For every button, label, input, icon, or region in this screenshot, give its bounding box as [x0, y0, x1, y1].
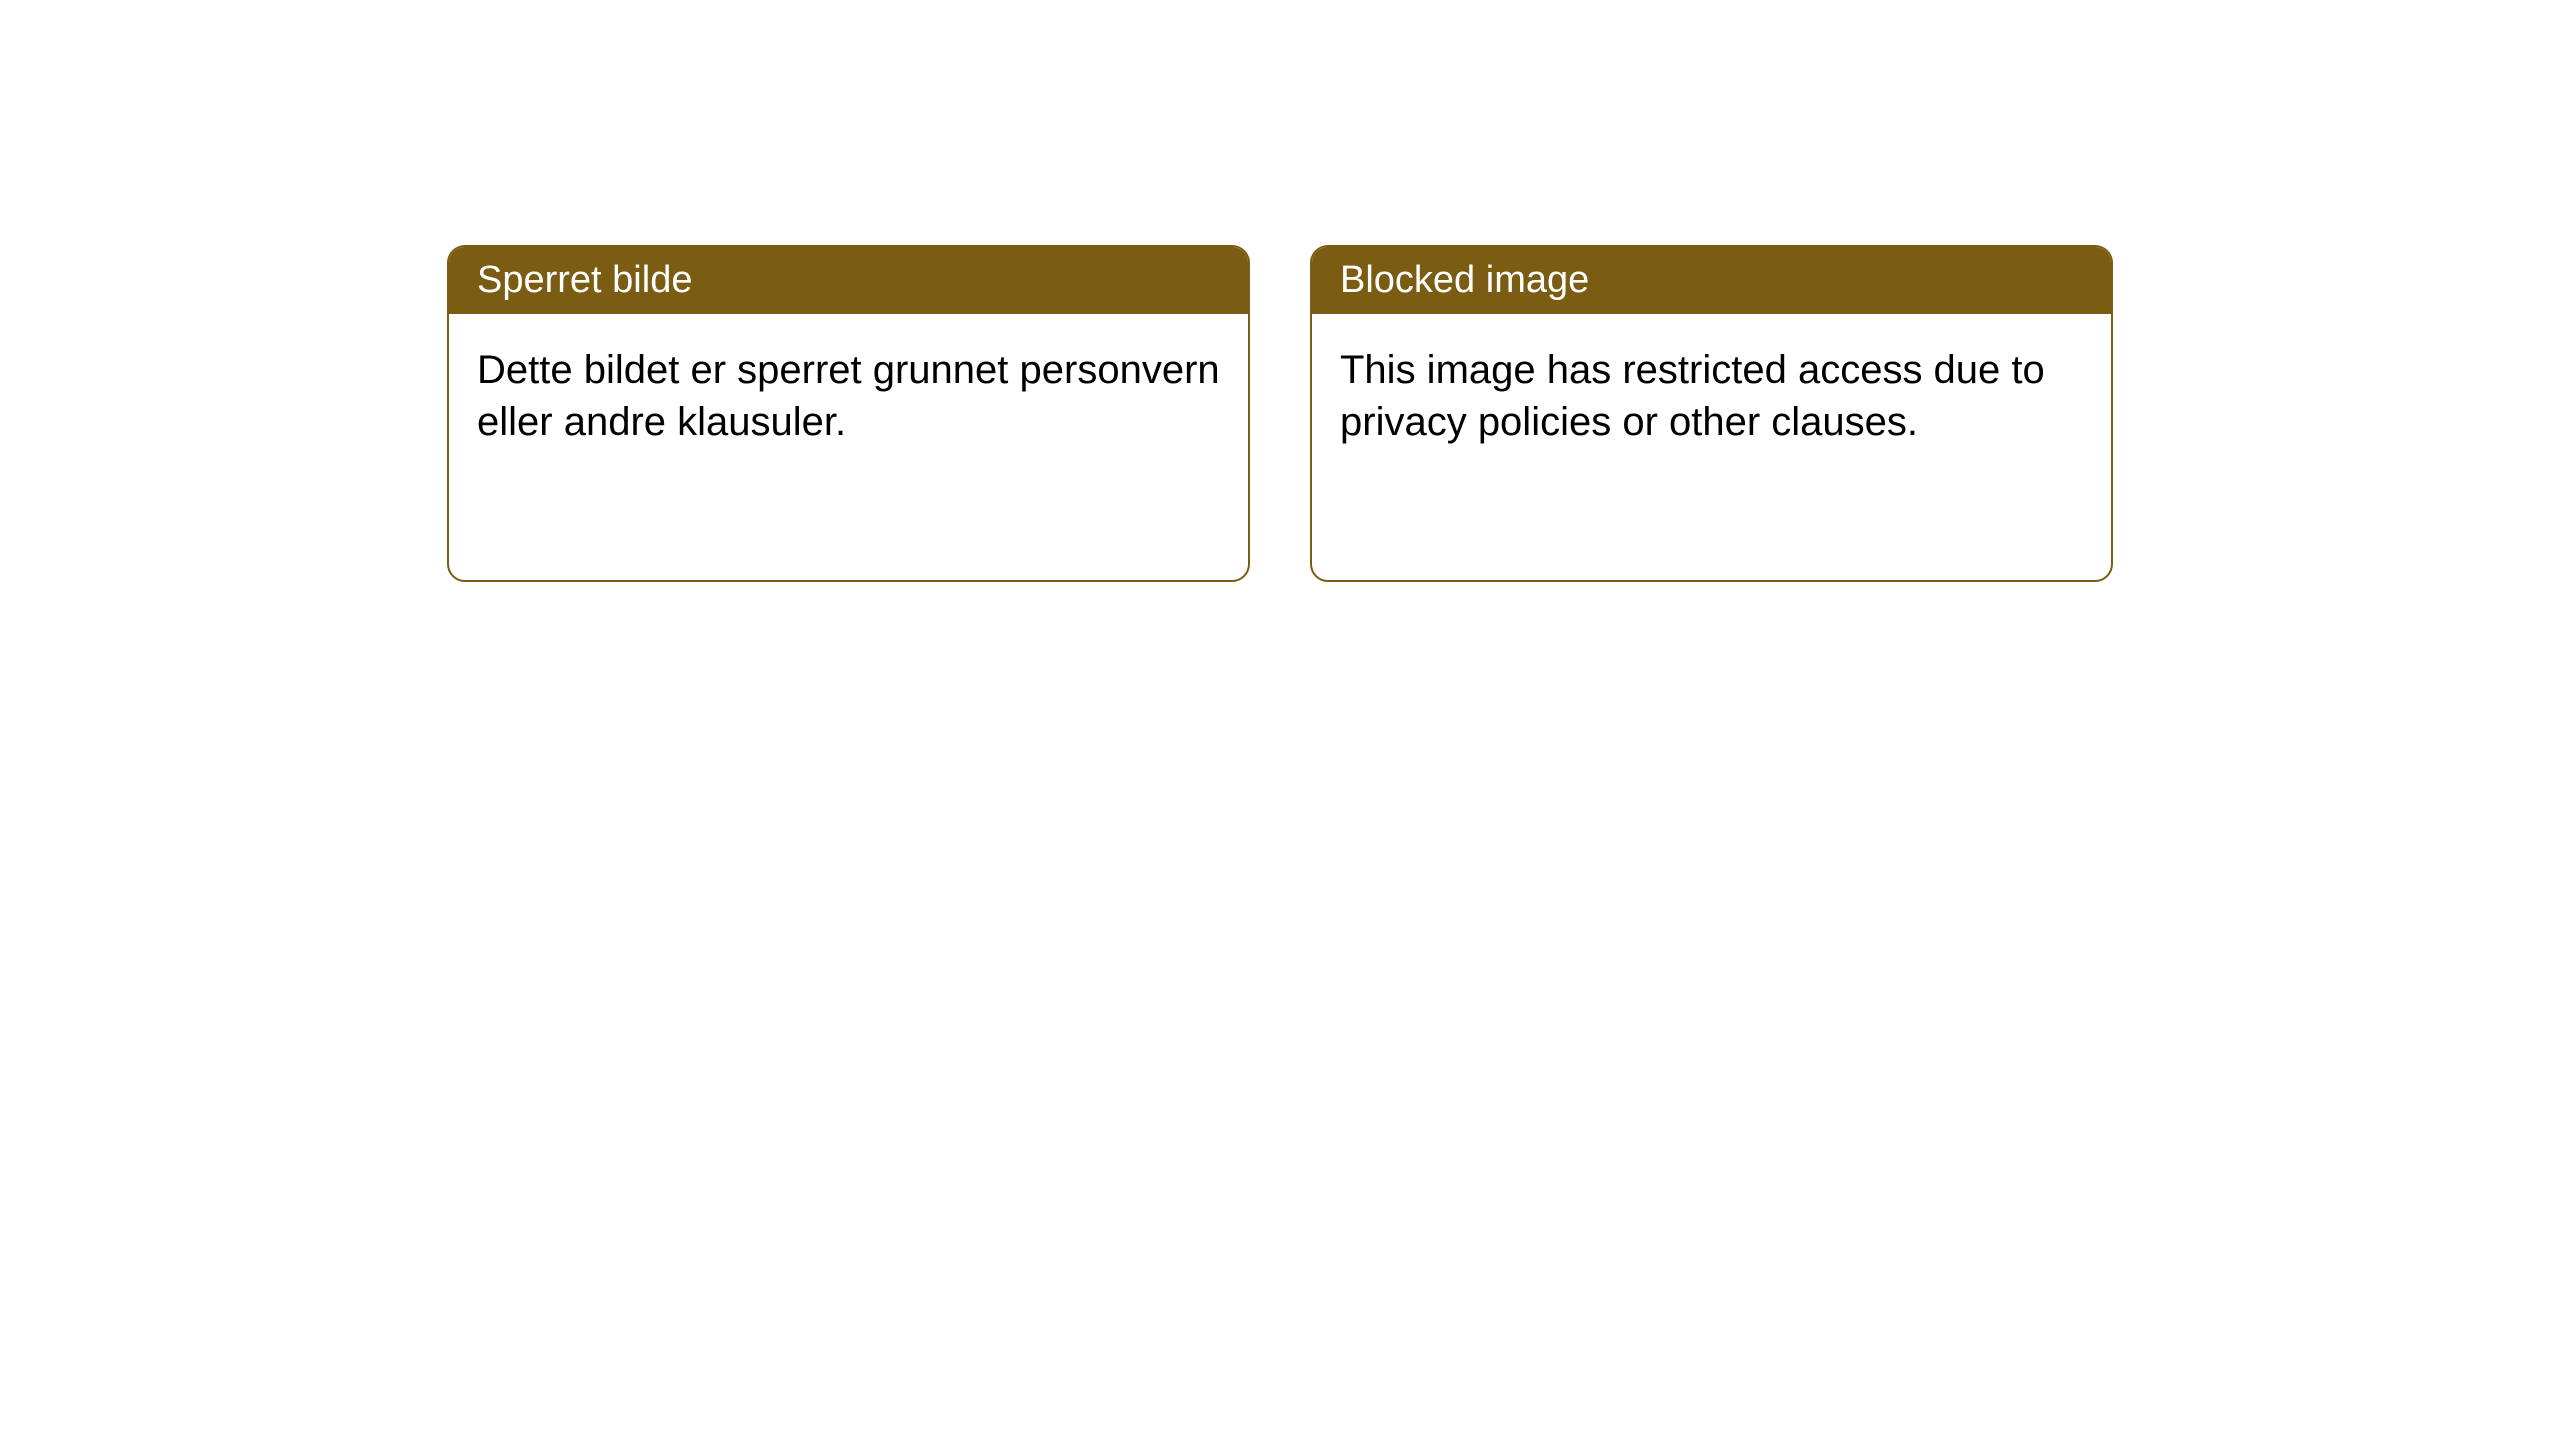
card-title: Sperret bilde [477, 259, 692, 301]
card-title: Blocked image [1340, 259, 1589, 301]
blocked-image-card-en: Blocked image This image has restricted … [1310, 245, 2113, 582]
card-header: Sperret bilde [449, 247, 1248, 314]
card-body-text: This image has restricted access due to … [1340, 348, 2045, 444]
card-header: Blocked image [1312, 247, 2111, 314]
card-body: Dette bildet er sperret grunnet personve… [449, 314, 1248, 478]
notice-cards-container: Sperret bilde Dette bildet er sperret gr… [447, 245, 2113, 582]
blocked-image-card-no: Sperret bilde Dette bildet er sperret gr… [447, 245, 1250, 582]
card-body-text: Dette bildet er sperret grunnet personve… [477, 348, 1220, 444]
card-body: This image has restricted access due to … [1312, 314, 2111, 478]
